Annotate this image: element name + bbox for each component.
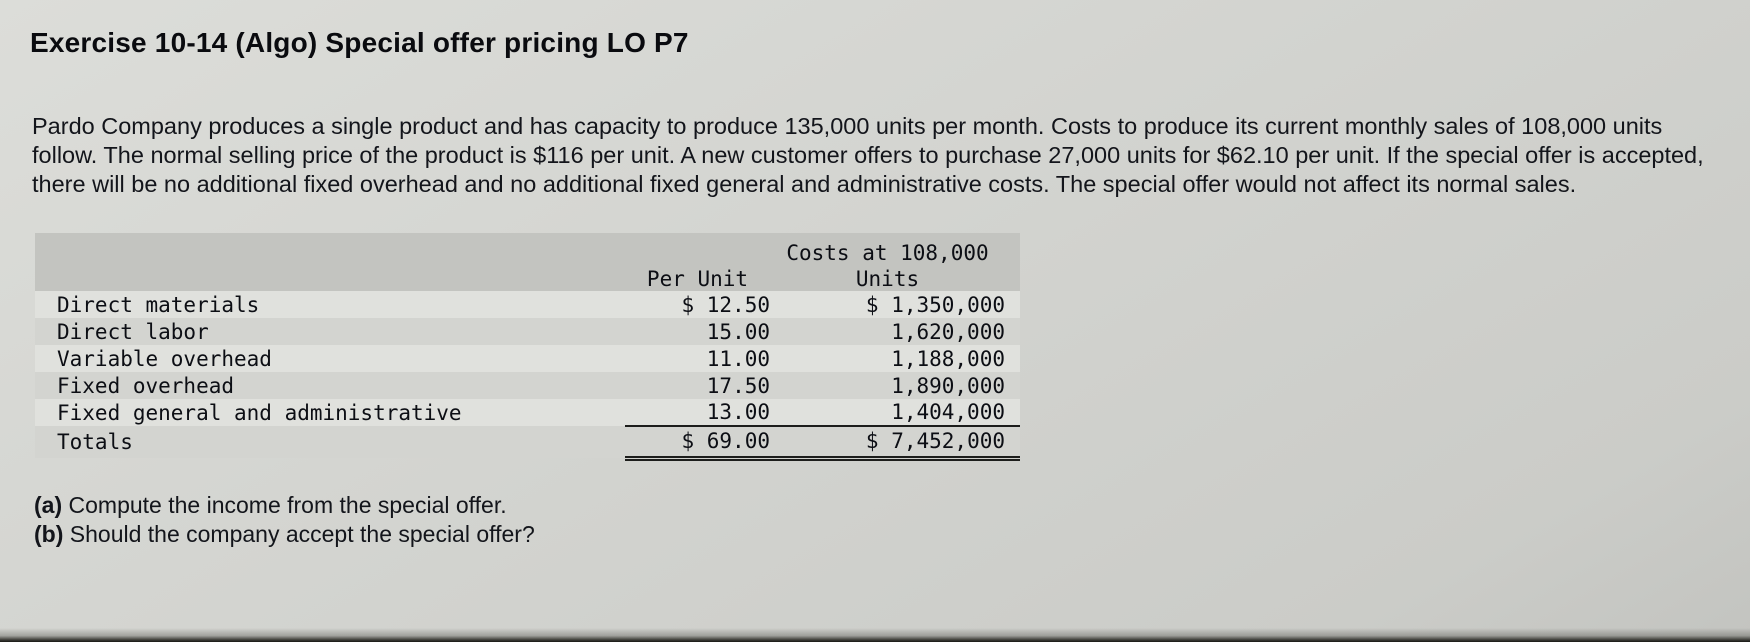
row-per-unit-value: 13.00 bbox=[625, 399, 770, 426]
question-b-label: (b) bbox=[34, 520, 64, 547]
totals-per-unit-value: $ 69.00 bbox=[625, 425, 770, 461]
empty-header-cell bbox=[625, 233, 770, 265]
row-total-cost-value: 1,890,000 bbox=[770, 372, 1020, 399]
question-a-label: (a) bbox=[34, 491, 63, 518]
totals-row: Totals $ 69.00 $ 7,452,000 bbox=[35, 425, 1020, 461]
row-total-cost-value: 1,188,000 bbox=[770, 345, 1020, 372]
row-label: Fixed overhead bbox=[35, 372, 625, 399]
row-label: Fixed general and administrative bbox=[35, 399, 625, 426]
costs-column-header-line2: Units bbox=[770, 265, 1020, 291]
exercise-page: Exercise 10-14 (Algo) Special offer pric… bbox=[30, 27, 1720, 549]
row-per-unit-value: 17.50 bbox=[625, 372, 770, 399]
table-row: Variable overhead 11.00 1,188,000 bbox=[35, 345, 1020, 372]
table-row: Direct labor 15.00 1,620,000 bbox=[35, 318, 1020, 345]
question-b: (b) Should the company accept the specia… bbox=[34, 520, 1720, 549]
row-per-unit-value: 11.00 bbox=[625, 345, 770, 372]
costs-column-header-line1: Costs at 108,000 bbox=[770, 233, 1020, 265]
question-a: (a) Compute the income from the special … bbox=[34, 491, 1720, 520]
totals-cost-value: $ 7,452,000 bbox=[770, 425, 1020, 461]
cost-table-header: Costs at 108,000 Per Unit Units bbox=[35, 233, 1020, 291]
row-label: Variable overhead bbox=[35, 345, 625, 372]
question-b-text: Should the company accept the special of… bbox=[69, 520, 535, 547]
problem-statement: Pardo Company produces a single product … bbox=[32, 113, 1704, 197]
question-a-text: Compute the income from the special offe… bbox=[68, 491, 507, 518]
row-total-cost-value: $ 1,350,000 bbox=[770, 291, 1020, 318]
per-unit-column-header: Per Unit bbox=[625, 265, 770, 291]
page-title: Exercise 10-14 (Algo) Special offer pric… bbox=[30, 27, 689, 58]
empty-header-cell bbox=[35, 265, 625, 291]
table-row: Direct materials $ 12.50 $ 1,350,000 bbox=[35, 291, 1020, 318]
row-total-cost-value: 1,620,000 bbox=[770, 318, 1020, 345]
screen-bottom-edge bbox=[0, 628, 1750, 642]
row-label: Direct materials bbox=[35, 291, 625, 318]
row-total-cost-value: 1,404,000 bbox=[770, 399, 1020, 426]
empty-header-cell bbox=[35, 233, 625, 265]
row-label: Direct labor bbox=[35, 318, 625, 345]
table-row: Fixed general and administrative 13.00 1… bbox=[35, 399, 1020, 426]
row-per-unit-value: $ 12.50 bbox=[625, 291, 770, 318]
table-row: Fixed overhead 17.50 1,890,000 bbox=[35, 372, 1020, 399]
row-per-unit-value: 15.00 bbox=[625, 318, 770, 345]
questions: (a) Compute the income from the special … bbox=[34, 491, 1720, 549]
totals-label: Totals bbox=[35, 426, 625, 458]
cost-table: Costs at 108,000 Per Unit Units Direct m… bbox=[35, 233, 1020, 461]
